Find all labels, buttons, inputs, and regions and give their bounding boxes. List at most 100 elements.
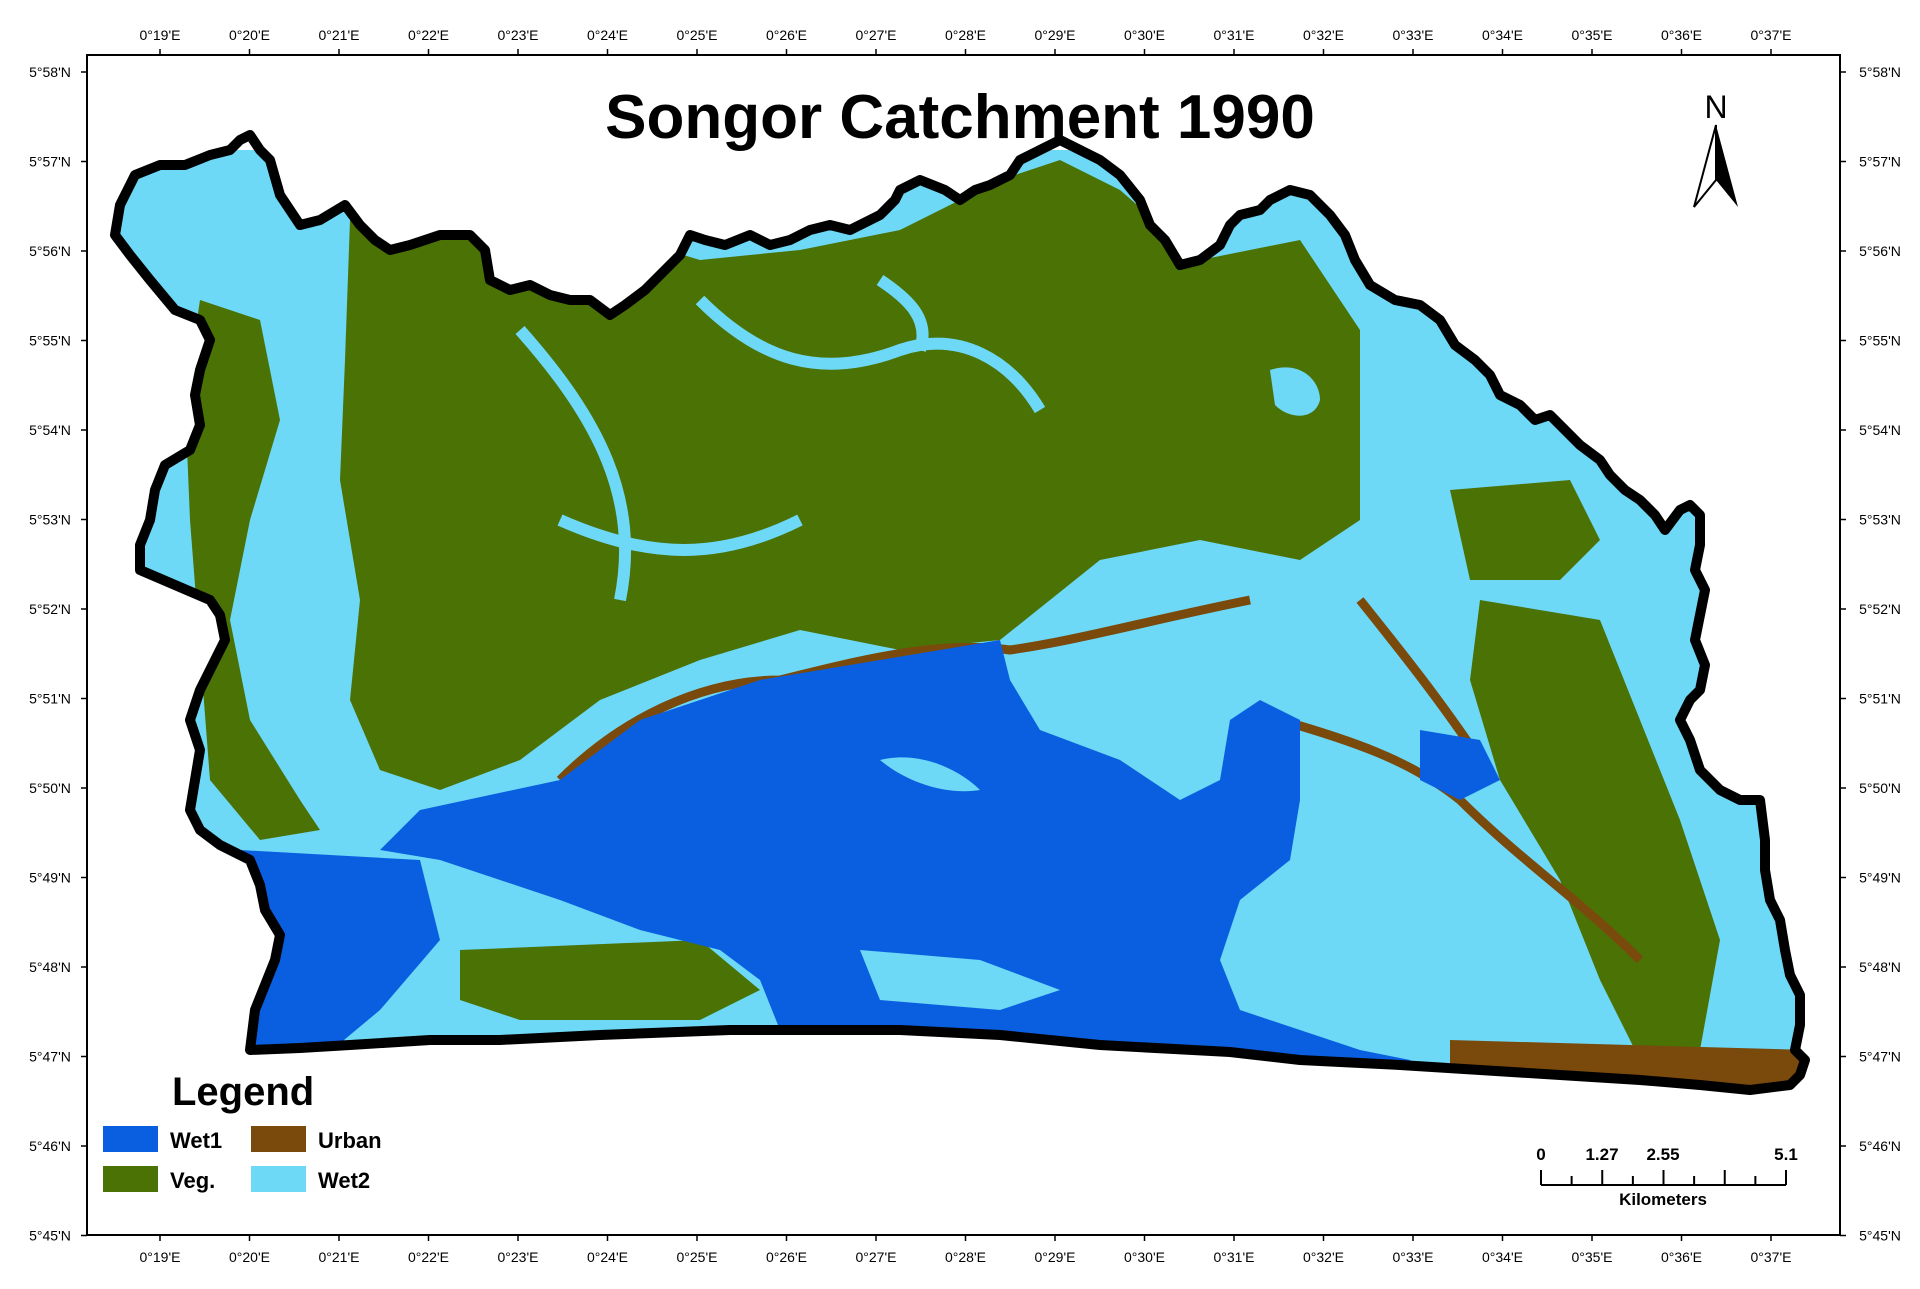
longitude-label: 0°27'E xyxy=(856,27,897,43)
longitude-label: 0°32'E xyxy=(1303,1249,1344,1265)
latitude-label: 5°48'N xyxy=(29,959,71,975)
latitude-label: 5°57'N xyxy=(29,154,71,170)
scale-label-3: 5.1 xyxy=(1774,1145,1798,1164)
latitude-label: 5°47'N xyxy=(29,1049,71,1065)
veg-area-west xyxy=(185,300,320,840)
wet2-pond xyxy=(1270,367,1320,416)
latitude-label: 5°49'N xyxy=(29,870,71,886)
scale-label-0: 0 xyxy=(1536,1145,1545,1164)
latitude-label: 5°51'N xyxy=(29,691,71,707)
longitude-label: 0°19'E xyxy=(140,27,181,43)
latitude-label: 5°58'N xyxy=(29,64,71,80)
latitude-label: 5°55'N xyxy=(29,333,71,349)
latitude-label: 5°50'N xyxy=(1859,780,1901,796)
longitude-label: 0°29'E xyxy=(1035,27,1076,43)
longitude-label: 0°31'E xyxy=(1214,1249,1255,1265)
longitude-label: 0°30'E xyxy=(1124,27,1165,43)
latitude-ticks-left: 5°58'N 5°57'N 5°56'N 5°55'N 5°54'N 5°53'N 5°52… xyxy=(29,64,87,1244)
longitude-label: 0°24'E xyxy=(587,1249,628,1265)
latitude-label: 5°53'N xyxy=(29,512,71,528)
longitude-ticks-bottom: 0°19'E 0°20'E 0°21'E 0°22'E 0°23'E 0°24'E 0°25… xyxy=(140,1235,1792,1265)
longitude-label: 0°25'E xyxy=(677,1249,718,1265)
latitude-label: 5°57'N xyxy=(1859,154,1901,170)
longitude-label: 0°30'E xyxy=(1124,1249,1165,1265)
legend: Legend Wet1 Urban Veg. Wet2 xyxy=(103,1070,382,1193)
scale-bar: 0 1.27 2.55 5.1 Kilometers xyxy=(1536,1145,1798,1209)
longitude-label: 0°25'E xyxy=(677,27,718,43)
scale-unit: Kilometers xyxy=(1619,1190,1707,1209)
latitude-label: 5°54'N xyxy=(1859,422,1901,438)
latitude-label: 5°58'N xyxy=(1859,64,1901,80)
latitude-label: 5°52'N xyxy=(1859,601,1901,617)
longitude-label: 0°23'E xyxy=(498,1249,539,1265)
longitude-label: 0°22'E xyxy=(408,27,449,43)
wet2-channel xyxy=(515,275,1046,602)
longitude-label: 0°33'E xyxy=(1393,1249,1434,1265)
latitude-ticks-right: 5°58'N 5°57'N 5°56'N 5°55'N 5°54'N 5°53'N 5°52… xyxy=(1840,64,1901,1244)
legend-title: Legend xyxy=(172,1070,314,1114)
map-title: Songor Catchment 1990 xyxy=(605,83,1315,152)
legend-label-veg: Veg. xyxy=(170,1168,215,1193)
longitude-label: 0°20'E xyxy=(229,1249,270,1265)
urban-south-strip xyxy=(1450,1040,1805,1090)
longitude-ticks-top: 0°19'E 0°20'E 0°21'E 0°22'E 0°23'E 0°24'E 0°25… xyxy=(140,27,1792,55)
latitude-label: 5°49'N xyxy=(1859,870,1901,886)
longitude-label: 0°36'E xyxy=(1661,1249,1702,1265)
veg-area-south xyxy=(460,940,760,1020)
north-label: N xyxy=(1704,89,1727,125)
veg-area-east xyxy=(1450,480,1600,580)
north-arrow-icon: N xyxy=(1693,89,1738,208)
wet1-west xyxy=(240,850,440,1070)
latitude-label: 5°45'N xyxy=(29,1228,71,1244)
latitude-label: 5°46'N xyxy=(29,1138,71,1154)
latitude-label: 5°56'N xyxy=(29,243,71,259)
longitude-label: 0°35'E xyxy=(1572,27,1613,43)
longitude-label: 0°27'E xyxy=(856,1249,897,1265)
latitude-label: 5°51'N xyxy=(1859,691,1901,707)
latitude-label: 5°53'N xyxy=(1859,512,1901,528)
legend-label-wet2: Wet2 xyxy=(318,1168,370,1193)
legend-swatch-urban xyxy=(251,1126,306,1152)
wet1-east-lake xyxy=(1420,730,1500,800)
longitude-label: 0°37'E xyxy=(1751,27,1792,43)
longitude-label: 0°19'E xyxy=(140,1249,181,1265)
legend-swatch-wet2 xyxy=(251,1166,306,1192)
veg-area-north xyxy=(340,160,1360,790)
legend-swatch-veg xyxy=(103,1166,158,1192)
longitude-label: 0°21'E xyxy=(319,27,360,43)
scale-label-2: 2.55 xyxy=(1646,1145,1679,1164)
longitude-label: 0°20'E xyxy=(229,27,270,43)
longitude-label: 0°26'E xyxy=(766,1249,807,1265)
longitude-label: 0°32'E xyxy=(1303,27,1344,43)
wet1-lagoon xyxy=(380,640,1420,1080)
longitude-label: 0°24'E xyxy=(587,27,628,43)
latitude-label: 5°46'N xyxy=(1859,1138,1901,1154)
scale-label-1: 1.27 xyxy=(1585,1145,1618,1164)
latitude-label: 5°45'N xyxy=(1859,1228,1901,1244)
wet2-island xyxy=(880,757,980,792)
latitude-label: 5°56'N xyxy=(1859,243,1901,259)
longitude-label: 0°36'E xyxy=(1661,27,1702,43)
longitude-label: 0°34'E xyxy=(1482,27,1523,43)
longitude-label: 0°21'E xyxy=(319,1249,360,1265)
catchment-boundary xyxy=(110,130,1810,1095)
legend-label-urban: Urban xyxy=(318,1128,382,1153)
latitude-label: 5°48'N xyxy=(1859,959,1901,975)
wet2-island-south xyxy=(860,950,1060,1010)
longitude-label: 0°26'E xyxy=(766,27,807,43)
longitude-label: 0°35'E xyxy=(1572,1249,1613,1265)
latitude-label: 5°50'N xyxy=(29,780,71,796)
latitude-label: 5°54'N xyxy=(29,422,71,438)
latitude-label: 5°52'N xyxy=(29,601,71,617)
legend-label-wet1: Wet1 xyxy=(170,1128,222,1153)
latitude-label: 5°47'N xyxy=(1859,1049,1901,1065)
longitude-label: 0°33'E xyxy=(1393,27,1434,43)
longitude-label: 0°22'E xyxy=(408,1249,449,1265)
longitude-label: 0°29'E xyxy=(1035,1249,1076,1265)
longitude-label: 0°34'E xyxy=(1482,1249,1523,1265)
longitude-label: 0°37'E xyxy=(1751,1249,1792,1265)
longitude-label: 0°28'E xyxy=(945,27,986,43)
longitude-label: 0°23'E xyxy=(498,27,539,43)
veg-area-east-2 xyxy=(1470,600,1720,1060)
